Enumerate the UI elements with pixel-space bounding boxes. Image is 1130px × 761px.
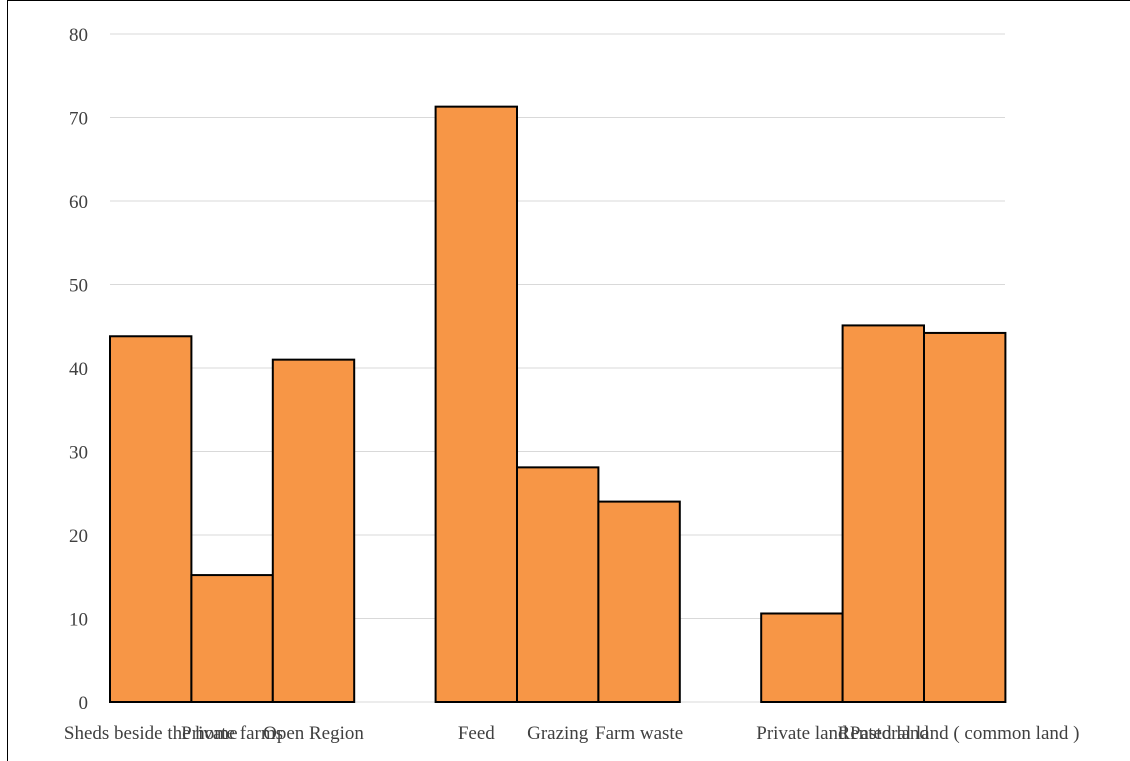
x-category-label: Private land [756, 723, 848, 744]
bar [923, 331, 1007, 703]
bar [516, 466, 600, 703]
bar [597, 500, 681, 703]
y-tick-label: 30 [69, 443, 88, 464]
y-tick-label: 50 [69, 276, 88, 297]
y-axis-tick-labels: 0 10 20 30 40 50 60 70 80 [69, 25, 88, 714]
x-category-label: Farm waste [595, 723, 683, 744]
x-category-label: Sheds beside the home [64, 723, 238, 744]
y-tick-label: 40 [69, 359, 88, 380]
x-category-label: Rented land [838, 723, 930, 744]
y-tick-label: 0 [79, 693, 89, 714]
y-tick-label: 10 [69, 610, 88, 631]
bar [434, 105, 519, 703]
x-category-label: Private farms [181, 723, 283, 744]
y-tick-label: 20 [69, 526, 88, 547]
x-category-label: Pastoral land ( common land ) [850, 723, 1080, 744]
x-category-label: Feed [458, 723, 495, 744]
x-category-label: Open Region [263, 723, 364, 744]
bars [109, 105, 1007, 704]
y-tick-label: 80 [69, 25, 88, 46]
y-tick-label: 60 [69, 192, 88, 213]
bar [109, 335, 193, 703]
y-tick-label: 70 [69, 109, 88, 130]
bar [190, 574, 274, 704]
bar [841, 324, 925, 703]
x-category-label: Grazing [527, 723, 589, 744]
bar [760, 612, 844, 703]
bar [271, 358, 356, 703]
